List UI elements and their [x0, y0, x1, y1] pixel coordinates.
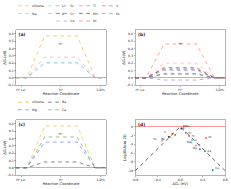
svg-text:0.5: 0.5 — [9, 39, 14, 43]
svg-text:Sc: Sc — [154, 137, 158, 141]
svg-text:Reaction Coordinate: Reaction Coordinate — [43, 182, 80, 186]
svg-text:1/2H₂: 1/2H₂ — [215, 88, 225, 92]
svg-text:0.2: 0.2 — [9, 151, 14, 155]
svg-text:(d): (d) — [138, 122, 145, 127]
svg-text:(c): (c) — [18, 122, 25, 127]
svg-text:-4: -4 — [130, 142, 133, 146]
svg-text:H⁺+e⁻: H⁺+e⁻ — [135, 88, 146, 92]
svg-text:0.4: 0.4 — [9, 137, 14, 141]
svg-text:0.6: 0.6 — [128, 32, 133, 36]
svg-text:Fe: Fe — [168, 135, 171, 139]
svg-text:H*: H* — [59, 42, 63, 46]
svg-text:ΔGₙ(eV): ΔGₙ(eV) — [3, 50, 7, 65]
svg-text:-0.1: -0.1 — [8, 173, 14, 177]
svg-text:Ti: Ti — [191, 134, 195, 138]
svg-text:0.0: 0.0 — [178, 178, 183, 182]
svg-text:-0.4: -0.4 — [155, 178, 161, 182]
svg-text:Sc: Sc — [70, 4, 74, 8]
svg-text:(b): (b) — [138, 32, 145, 37]
svg-text:H*: H* — [59, 88, 63, 92]
svg-text:1/2H₂: 1/2H₂ — [96, 88, 106, 92]
svg-text:silicene: silicene — [32, 100, 44, 104]
svg-text:Fe: Fe — [116, 12, 120, 16]
svg-text:-0.1: -0.1 — [127, 83, 133, 87]
svg-text:H⁺+e⁻: H⁺+e⁻ — [16, 88, 27, 92]
svg-text:-10: -10 — [128, 169, 133, 173]
svg-text:-0.1: -0.1 — [8, 83, 14, 87]
svg-text:Ni: Ni — [208, 135, 211, 139]
svg-text:0.3: 0.3 — [128, 54, 133, 58]
svg-text:0.2: 0.2 — [9, 61, 14, 65]
svg-text:0.3: 0.3 — [9, 144, 14, 148]
svg-text:0: 0 — [131, 125, 133, 129]
svg-text:Na: Na — [32, 12, 36, 16]
svg-text:Mn: Mn — [183, 124, 187, 128]
svg-text:Li: Li — [194, 138, 197, 142]
svg-text:ΔGₙ(eV): ΔGₙ(eV) — [122, 50, 126, 65]
svg-text:Mg: Mg — [193, 146, 197, 150]
svg-text:Ca: Ca — [208, 149, 212, 153]
svg-text:0.4: 0.4 — [200, 178, 205, 182]
svg-text:0.0: 0.0 — [9, 76, 14, 80]
svg-text:H*: H* — [178, 88, 182, 92]
svg-text:Co: Co — [70, 19, 74, 23]
svg-text:H⁺+e⁻: H⁺+e⁻ — [16, 178, 27, 182]
svg-text:0.2: 0.2 — [128, 61, 133, 65]
svg-text:Li: Li — [62, 4, 65, 8]
svg-text:0.1: 0.1 — [9, 69, 14, 73]
svg-text:H*: H* — [59, 132, 63, 136]
svg-text:Reaction Coordinate: Reaction Coordinate — [43, 92, 80, 96]
svg-text:Ti: Ti — [92, 4, 96, 8]
svg-text:silicene: silicene — [32, 4, 44, 8]
svg-text:-8: -8 — [130, 160, 133, 164]
svg-text:K: K — [62, 11, 65, 16]
svg-text:ΔGₙ(eV): ΔGₙ(eV) — [3, 140, 7, 155]
svg-text:V: V — [116, 4, 119, 8]
svg-text:Log(i0(Acm-2)): Log(i0(Acm-2)) — [123, 134, 127, 161]
svg-text:K: K — [198, 143, 200, 147]
svg-text:V: V — [164, 130, 166, 134]
svg-text:-0.8: -0.8 — [132, 178, 138, 182]
svg-text:0.0: 0.0 — [9, 166, 14, 170]
svg-text:1/2H₂: 1/2H₂ — [96, 178, 106, 182]
svg-text:Ni: Ni — [93, 19, 96, 23]
svg-text:0.1: 0.1 — [9, 159, 14, 163]
svg-text:0.3: 0.3 — [9, 54, 14, 58]
svg-text:Ca: Ca — [62, 108, 66, 112]
svg-text:Mg: Mg — [32, 108, 37, 112]
svg-text:-2: -2 — [130, 134, 133, 138]
svg-text:Be: Be — [161, 137, 165, 141]
svg-text:0.4: 0.4 — [128, 47, 133, 51]
svg-text:0.4: 0.4 — [9, 47, 14, 51]
svg-text:0.1: 0.1 — [128, 69, 133, 73]
svg-text:Reaction Coordinate: Reaction Coordinate — [162, 92, 199, 96]
svg-text:0.6: 0.6 — [9, 32, 14, 36]
svg-text:H*: H* — [59, 178, 63, 182]
svg-text:Co: Co — [186, 124, 190, 128]
svg-text:0.8: 0.8 — [223, 178, 228, 182]
svg-text:(a): (a) — [18, 32, 25, 37]
svg-text:0.6: 0.6 — [9, 122, 14, 126]
svg-text:Be: Be — [62, 100, 66, 104]
svg-text:Cr: Cr — [70, 12, 74, 16]
svg-text:H*: H* — [178, 42, 182, 46]
svg-text:Mn: Mn — [93, 12, 98, 16]
svg-text:0.5: 0.5 — [9, 129, 14, 133]
svg-text:0.5: 0.5 — [128, 39, 133, 43]
svg-text:-6: -6 — [130, 151, 133, 155]
svg-text:Cu: Cu — [215, 166, 219, 170]
svg-text:ΔGₕ (eV): ΔGₕ (eV) — [173, 182, 189, 186]
svg-text:0.0: 0.0 — [128, 76, 133, 80]
svg-text:Na: Na — [187, 140, 191, 144]
svg-text:Cr: Cr — [188, 131, 192, 135]
